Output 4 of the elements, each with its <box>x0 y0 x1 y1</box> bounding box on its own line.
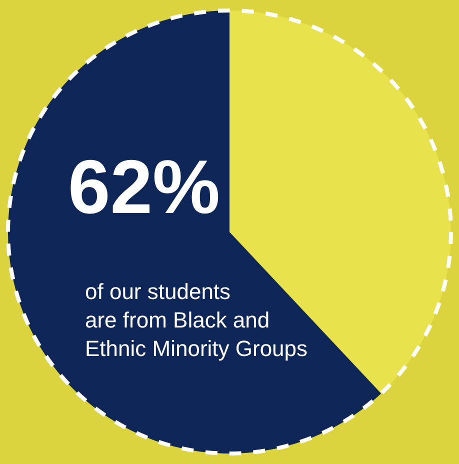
pie-slice <box>230 10 451 394</box>
data-label: 62% <box>68 145 220 230</box>
pie-slice <box>8 10 382 454</box>
text: of our students are from Black and Ethnic Minority Groups <box>85 279 308 362</box>
